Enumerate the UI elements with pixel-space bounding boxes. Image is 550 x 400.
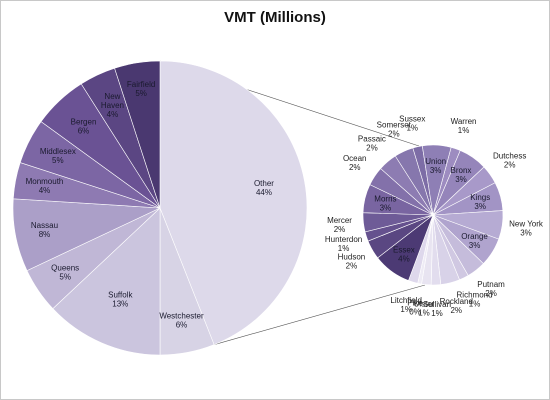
secondary-label-new-york: New York 3%	[509, 220, 544, 238]
secondary-label-orange: Orange 3%	[461, 232, 488, 250]
secondary-label-hunterdon: Hunterdon 1%	[325, 235, 362, 253]
secondary-label-kings: Kings 3%	[470, 193, 490, 211]
primary-slice-suffolk	[52, 207, 161, 356]
primary-label-middlesex: Middlesex 5%	[40, 147, 76, 165]
secondary-label-warren: Warren 1%	[451, 117, 477, 135]
secondary-label-mercer: Mercer 2%	[327, 216, 352, 234]
secondary-label-sullivan: Sullivan 1%	[423, 300, 451, 318]
primary-slice-other	[159, 60, 308, 346]
primary-pie	[12, 60, 308, 356]
secondary-label-dutchess: Dutchess 2%	[493, 152, 526, 170]
secondary-label-sussex: Sussex 1%	[399, 114, 425, 132]
primary-label-nassau: Nassau 8%	[31, 221, 58, 239]
primary-slice-fairfield	[114, 60, 161, 209]
secondary-label-rockland: Rockland 2%	[440, 297, 473, 315]
chart-title: VMT (Millions)	[224, 9, 326, 26]
data-labels: Other 44% Westchester 6% Suffolk 13% Queens 5% N…	[26, 80, 544, 330]
secondary-label-richmond: Richmond 1%	[457, 290, 493, 308]
secondary-label-union: Union 3%	[425, 157, 446, 175]
secondary-slice-union	[421, 144, 452, 216]
connector-line-bottom	[214, 284, 426, 345]
primary-label-fairfield: Fairfield 5%	[127, 80, 155, 98]
secondary-label-litchfield: Litchfield 1%	[390, 296, 422, 314]
secondary-pie	[362, 144, 504, 286]
primary-label-monmouth: Monmouth 4%	[26, 177, 64, 195]
primary-label-queens: Queens 5%	[51, 263, 79, 281]
primary-label-new-haven: New Haven 4%	[101, 92, 124, 119]
secondary-label-passaic: Passaic 2%	[358, 135, 386, 153]
secondary-label-hudson: Hudson 2%	[338, 253, 366, 271]
primary-label-suffolk: Suffolk 13%	[108, 291, 133, 309]
secondary-label-bronx: Bronx 3%	[451, 166, 472, 184]
secondary-label-essex: Essex 4%	[393, 245, 415, 263]
primary-label-other: Other 44%	[254, 179, 274, 197]
primary-label-westchester: Westchester 6%	[159, 312, 204, 330]
secondary-label-ulster: Ulster 1%	[414, 300, 435, 318]
secondary-label-putnam: Putnam 2%	[477, 280, 505, 298]
secondary-label-ocean: Ocean 2%	[343, 154, 367, 172]
primary-label-bergen: Bergen 6%	[71, 118, 97, 136]
secondary-label-somerset: Somerset 2%	[377, 121, 412, 139]
secondary-label-morris: Morris 3%	[374, 194, 396, 212]
secondary-label-pike: Pike 0%	[407, 298, 423, 316]
